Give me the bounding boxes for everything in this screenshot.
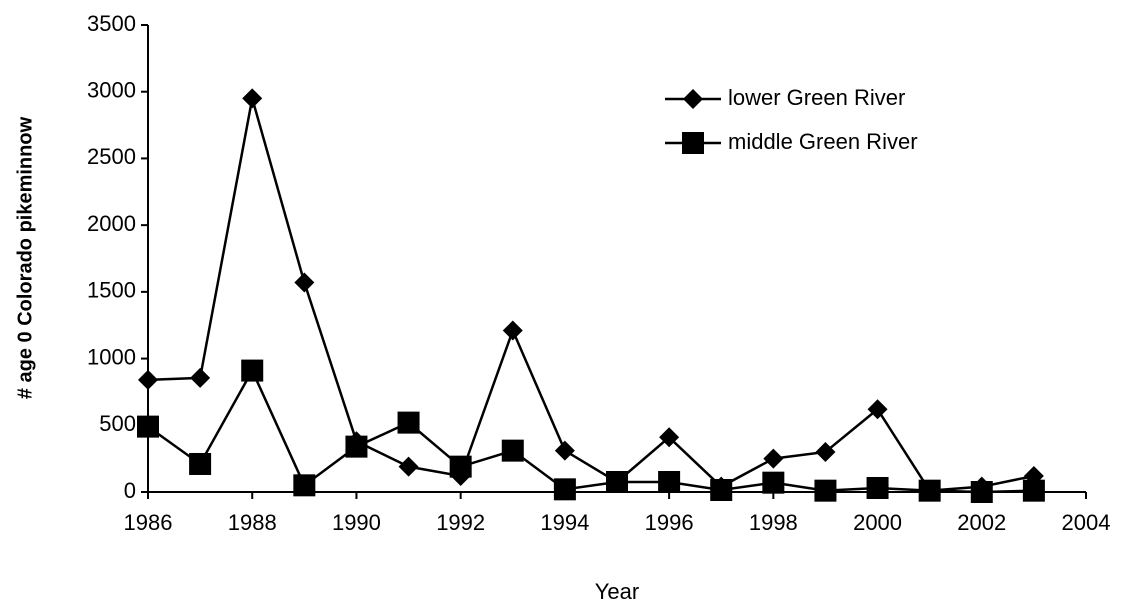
marker-diamond — [867, 399, 888, 420]
marker-square — [189, 452, 212, 475]
x-tick-label: 1990 — [332, 510, 381, 535]
legend-marker — [682, 132, 704, 154]
y-tick-label: 500 — [99, 411, 136, 436]
marker-diamond — [554, 440, 575, 461]
y-tick-label: 0 — [124, 478, 136, 503]
y-tick-label: 1000 — [87, 344, 136, 369]
x-tick-label: 2002 — [957, 510, 1006, 535]
marker-square — [241, 359, 264, 382]
x-tick-label: 1986 — [124, 510, 173, 535]
marker-square — [918, 479, 941, 502]
marker-diamond — [294, 272, 315, 293]
marker-square — [658, 470, 681, 493]
marker-square — [710, 478, 733, 501]
marker-diamond — [138, 369, 158, 390]
legend-label: middle Green River — [728, 129, 918, 154]
legend-label: lower Green River — [728, 85, 905, 110]
marker-diamond — [815, 441, 836, 462]
y-tick-label: 1500 — [87, 278, 136, 303]
marker-square — [345, 435, 368, 458]
marker-square — [293, 474, 316, 497]
marker-diamond — [398, 456, 419, 477]
marker-square — [970, 481, 993, 503]
x-tick-label: 1996 — [645, 510, 694, 535]
x-tick-label: 2004 — [1062, 510, 1111, 535]
marker-diamond — [659, 427, 680, 448]
y-tick-label: 3000 — [87, 78, 136, 103]
marker-square — [553, 478, 576, 501]
marker-diamond — [502, 320, 523, 341]
x-tick-label: 1992 — [436, 510, 485, 535]
y-tick-label: 2500 — [87, 144, 136, 169]
x-tick-label: 1994 — [540, 510, 589, 535]
y-tick-label: 3500 — [87, 11, 136, 36]
marker-diamond — [242, 88, 263, 109]
x-tick-label: 2000 — [853, 510, 902, 535]
x-axis-title: Year — [595, 579, 639, 604]
marker-square — [606, 470, 628, 493]
legend-marker — [683, 89, 703, 109]
x-tick-label: 1998 — [749, 510, 798, 535]
marker-square — [1022, 479, 1045, 502]
marker-square — [866, 476, 889, 499]
series-line — [147, 98, 1035, 492]
marker-square — [137, 415, 159, 438]
marker-diamond — [763, 448, 784, 469]
marker-square — [397, 411, 420, 434]
marker-diamond — [190, 367, 211, 388]
marker-square — [814, 479, 837, 502]
y-axis-title: # age 0 Colorado pikeminnow — [14, 116, 36, 399]
x-tick-label: 1988 — [228, 510, 277, 535]
y-tick-label: 2000 — [87, 211, 136, 236]
series-line — [147, 367, 1034, 494]
marker-square — [501, 439, 524, 462]
marker-square — [449, 455, 472, 478]
marker-square — [762, 471, 785, 494]
